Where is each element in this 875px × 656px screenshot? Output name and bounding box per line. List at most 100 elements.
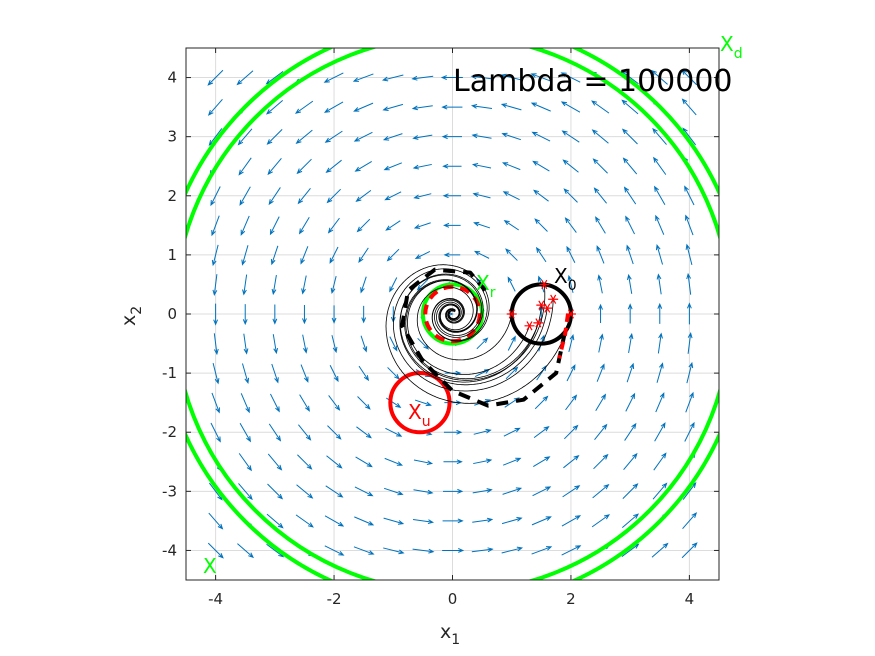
field-arrow	[657, 332, 663, 354]
field-arrow	[470, 74, 493, 80]
field-arrow	[238, 453, 252, 472]
field-arrow	[213, 303, 219, 326]
field-arrow	[328, 395, 341, 411]
field-arrow	[686, 272, 692, 295]
field-arrow	[268, 423, 282, 442]
field-arrow	[441, 134, 462, 140]
field-arrow	[623, 186, 637, 205]
field-arrow	[239, 422, 252, 443]
xr-red-dashed	[423, 284, 482, 344]
label-xu: Xu	[408, 400, 431, 430]
ticks: -4 -2 0 2 4 -4 -3 -2 -1 0 1 2 3 4	[162, 48, 719, 608]
field-arrow	[502, 191, 520, 201]
field-arrow	[621, 513, 640, 529]
field-arrow	[207, 98, 223, 116]
label-x0: X0	[554, 264, 577, 294]
field-arrow	[387, 367, 400, 380]
field-arrow	[592, 158, 608, 174]
field-arrow	[651, 542, 669, 558]
field-arrow	[302, 334, 308, 354]
initial-point	[524, 321, 535, 331]
field-arrow	[687, 332, 693, 354]
field-arrow	[656, 273, 662, 295]
field-arrow	[628, 332, 634, 354]
field-arrow	[356, 218, 371, 233]
initial-point	[506, 309, 517, 319]
field-arrow	[353, 102, 374, 112]
field-arrow	[533, 456, 551, 468]
field-arrow	[500, 73, 522, 81]
field-arrow	[298, 217, 310, 235]
field-arrow	[352, 73, 374, 82]
field-arrow	[296, 484, 314, 499]
field-arrow	[327, 425, 342, 440]
y-tick-label: -2	[162, 423, 177, 441]
field-arrow	[411, 75, 434, 81]
field-arrow	[413, 193, 432, 200]
field-arrow	[534, 395, 549, 410]
field-arrow	[623, 452, 638, 470]
field-arrow	[211, 392, 220, 414]
field-arrow	[533, 426, 550, 439]
field-arrow	[625, 392, 636, 412]
field-arrow	[653, 452, 667, 471]
field-arrow	[329, 365, 339, 383]
field-arrow	[297, 454, 313, 470]
field-arrow	[471, 133, 492, 139]
field-arrow	[473, 428, 492, 435]
field-arrow	[269, 216, 280, 236]
y-tick-label: 0	[167, 305, 177, 323]
field-arrow	[357, 396, 371, 410]
label-xd: Xd	[720, 32, 743, 62]
field-arrow	[473, 221, 491, 229]
field-arrow	[238, 483, 253, 501]
field-arrow	[505, 248, 518, 261]
field-arrow	[685, 214, 694, 236]
field-arrow	[243, 333, 249, 355]
field-arrow	[208, 512, 224, 530]
field-arrow	[240, 393, 250, 414]
field-arrow	[323, 101, 344, 113]
field-arrow	[384, 191, 402, 201]
field-arrow	[207, 69, 224, 86]
field-arrow	[567, 274, 574, 293]
field-arrow	[414, 250, 431, 259]
field-arrow	[624, 422, 637, 441]
field-arrow	[272, 334, 279, 355]
field-arrow	[563, 454, 580, 469]
field-arrow	[414, 399, 432, 407]
field-arrow	[442, 193, 462, 199]
field-arrow	[503, 427, 521, 437]
field-arrow	[271, 274, 277, 296]
field-arrow	[441, 104, 463, 110]
field-arrow	[626, 362, 635, 383]
field-arrow	[210, 186, 221, 207]
field-arrow	[501, 517, 523, 525]
field-arrow	[353, 546, 375, 555]
y-tick-label: 1	[167, 246, 177, 264]
field-arrow	[657, 302, 663, 324]
field-arrow	[443, 488, 464, 494]
field-arrow	[565, 394, 578, 411]
field-arrow	[383, 487, 404, 496]
field-arrow	[302, 304, 307, 325]
trajectory	[404, 279, 546, 381]
field-arrow	[653, 156, 667, 175]
field-arrow	[501, 132, 522, 141]
initial-point	[533, 318, 544, 328]
field-arrow	[329, 246, 339, 264]
field-arrow	[389, 277, 398, 293]
y-tick-label: 4	[167, 69, 177, 87]
initial-point	[565, 309, 576, 319]
field-arrow	[411, 105, 433, 111]
field-arrow	[593, 453, 609, 470]
field-arrow	[299, 394, 310, 412]
field-arrow	[591, 129, 609, 144]
x-axis-label: x1	[440, 621, 460, 648]
field-arrow	[382, 103, 404, 111]
field-arrow	[298, 424, 312, 441]
field-arrow	[471, 547, 494, 553]
field-arrow	[330, 275, 337, 295]
field-arrow	[301, 275, 307, 295]
